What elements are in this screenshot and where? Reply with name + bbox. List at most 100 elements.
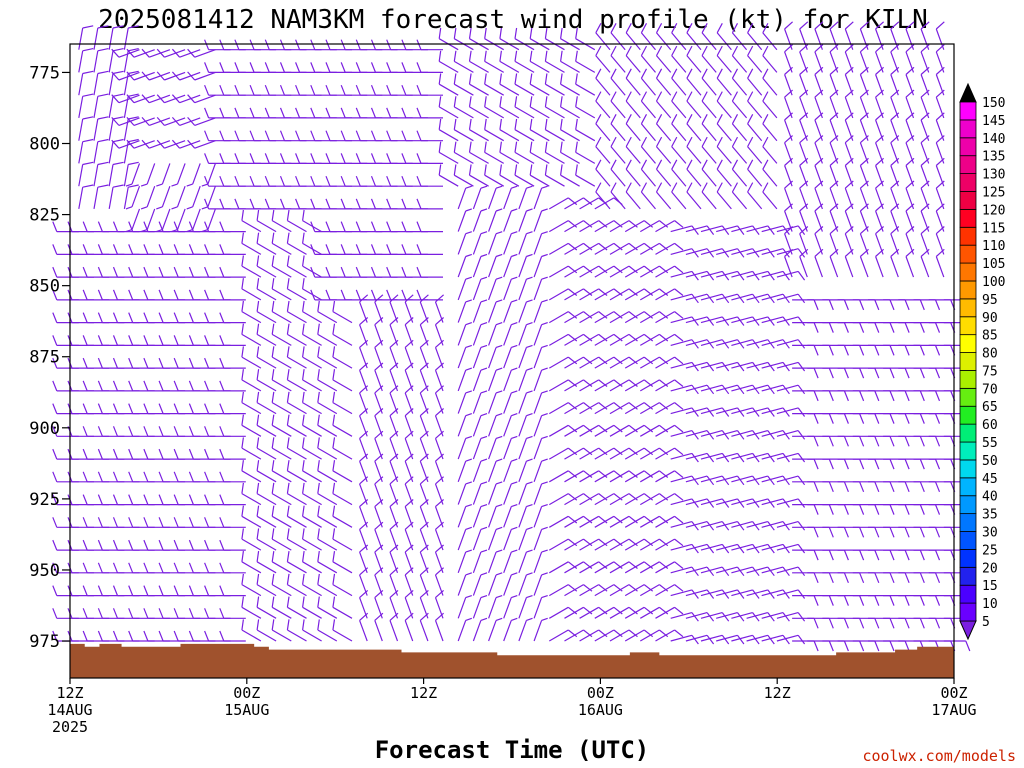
wind-barb [503, 390, 518, 414]
wind-barb [488, 435, 503, 460]
wind-barb [271, 369, 292, 392]
wind-barb [488, 572, 503, 596]
wind-barb [472, 481, 488, 505]
wind-barb [518, 413, 533, 437]
wind-barb [731, 521, 760, 531]
wind-barb [286, 437, 307, 460]
wind-barb [560, 50, 580, 73]
wind-barb [594, 561, 623, 574]
wind-barb [93, 48, 109, 73]
wind-barb [256, 300, 277, 324]
wind-barb [419, 612, 429, 642]
wind-barb [186, 185, 201, 210]
wind-barb [201, 185, 216, 210]
wind-barb [670, 293, 699, 304]
wind-barb [416, 107, 443, 119]
colorbar-bottom-arrow [959, 620, 977, 641]
wind-barb [701, 182, 717, 210]
wind-barb [404, 612, 414, 642]
wind-barb [731, 589, 760, 599]
wind-barb [219, 380, 246, 392]
wind-barb [548, 424, 578, 437]
wind-barb [518, 595, 533, 619]
wind-barb [416, 244, 443, 255]
wind-barb [488, 595, 503, 619]
wind-barb [453, 73, 474, 96]
wind-barb [731, 384, 760, 395]
wind-barb [776, 475, 806, 486]
wind-barb [859, 248, 869, 278]
wind-barb [108, 184, 124, 210]
x-tick-label-line1: 12Z [764, 684, 791, 702]
wind-barb [256, 573, 277, 597]
wind-barb [488, 276, 503, 301]
wind-barb [416, 84, 443, 96]
wind-barb [579, 356, 608, 369]
wind-barb [685, 634, 715, 645]
wind-barb [111, 94, 140, 104]
wind-barb [518, 185, 533, 210]
wind-barb [624, 629, 654, 642]
wind-barb [457, 526, 472, 551]
wind-barb [518, 299, 533, 323]
wind-barb [560, 96, 580, 119]
wind-barb [640, 447, 669, 460]
wind-barb [302, 573, 322, 597]
wind-barb [579, 561, 608, 574]
wind-barb [579, 333, 608, 346]
wind-barb [564, 606, 593, 619]
wind-barb [747, 182, 763, 210]
wind-barb [533, 549, 548, 574]
wind-barb [544, 118, 565, 142]
wind-barb [518, 253, 533, 278]
y-tick-label: 850 [29, 277, 60, 297]
wind-barb [241, 369, 262, 392]
wind-barb [624, 447, 654, 460]
wind-barb [746, 452, 775, 463]
wind-barb [685, 407, 715, 417]
wind-barb [332, 482, 353, 506]
wind-barb [514, 141, 535, 164]
wind-barb [271, 391, 292, 415]
y-tick-label: 950 [29, 561, 60, 581]
wind-barb [640, 379, 669, 392]
wind-barb [286, 482, 307, 506]
wind-barb [761, 316, 790, 326]
wind-barb [560, 73, 580, 96]
wind-barb [640, 45, 656, 73]
wind-barb [533, 595, 548, 619]
wind-barb [670, 634, 699, 645]
wind-barb [518, 549, 533, 574]
wind-barb [685, 339, 715, 349]
wind-barb [544, 141, 565, 164]
wind-barb [503, 367, 518, 392]
wind-barb [776, 543, 806, 554]
wind-barb [488, 617, 503, 642]
wind-barb [484, 164, 505, 187]
wind-barb [671, 45, 687, 73]
wind-barb [624, 402, 654, 415]
wind-barb [655, 23, 672, 51]
wind-barb [716, 634, 745, 645]
wind-barb [472, 367, 488, 392]
colorbar-swatch [959, 173, 977, 192]
wind-barb [484, 118, 505, 142]
wind-barb [171, 139, 201, 149]
colorbar-swatch [959, 531, 977, 550]
wind-barb [544, 50, 565, 73]
wind-barb [533, 322, 548, 346]
wind-barb [640, 515, 669, 528]
wind-barb [156, 71, 186, 81]
wind-barb [533, 367, 548, 392]
wind-barb [123, 161, 139, 187]
colorbar-top-arrow [959, 82, 977, 103]
wind-barb [140, 163, 156, 187]
wind-barb [256, 346, 277, 369]
terrain-surface [70, 643, 954, 678]
wind-barb [241, 482, 262, 506]
wind-barb [655, 584, 684, 597]
wind-barb [503, 526, 518, 551]
wind-barb [655, 379, 684, 392]
wind-barb [716, 316, 745, 326]
